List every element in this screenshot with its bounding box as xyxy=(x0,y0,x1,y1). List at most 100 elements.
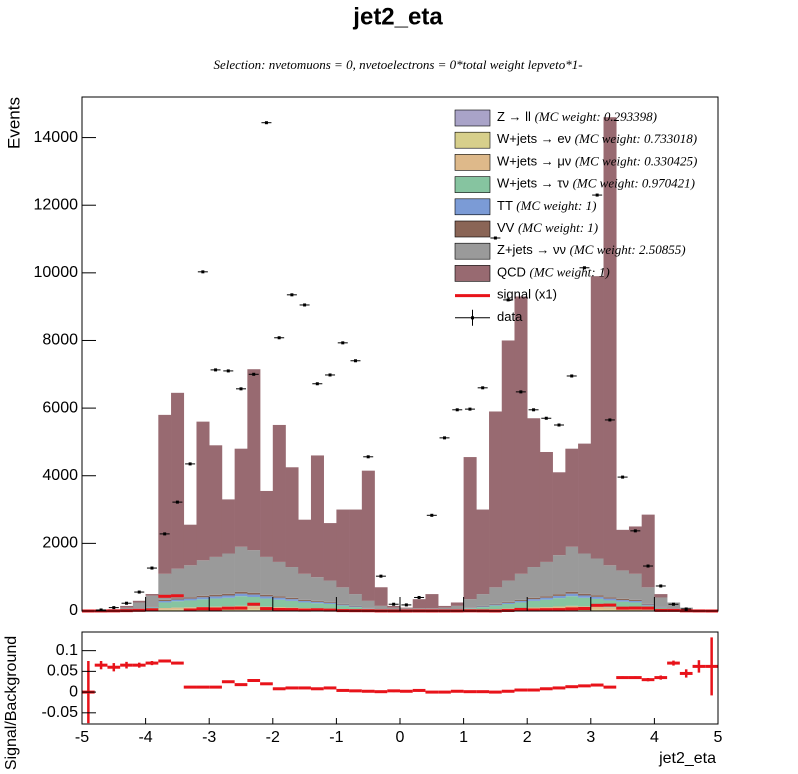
stack-bar xyxy=(489,603,503,605)
legend-note: (MC weight: 1) xyxy=(518,220,598,235)
stack-bar xyxy=(234,448,248,547)
data-point xyxy=(214,368,218,372)
stack-bar xyxy=(196,421,210,561)
stack-bar xyxy=(361,600,375,608)
y-tick-label: 10000 xyxy=(34,264,79,281)
stack-bar xyxy=(272,599,286,608)
stack-bar xyxy=(171,598,185,600)
stack-bar xyxy=(552,594,566,596)
stack-bar xyxy=(120,605,134,608)
stack-bar xyxy=(234,591,248,594)
stack-bar xyxy=(590,558,604,596)
data-point xyxy=(264,121,268,125)
stack-bar xyxy=(552,555,566,595)
stack-bar xyxy=(145,595,159,607)
legend-swatch xyxy=(454,265,491,282)
stack-bar xyxy=(336,605,350,610)
stack-bar xyxy=(387,607,401,610)
stack-bar xyxy=(616,601,630,608)
stack-bar xyxy=(552,598,566,607)
ratio-y-axis-label: Signal/Background xyxy=(3,636,20,770)
data-point xyxy=(417,595,421,599)
stack-bar xyxy=(260,594,274,597)
legend-label: W+jets → eν (MC weight: 0.733018) xyxy=(497,131,697,146)
stack-bar xyxy=(438,607,452,610)
stack-bar xyxy=(158,600,172,603)
data-point xyxy=(582,266,586,270)
stack-bar xyxy=(132,600,146,603)
stack-bar xyxy=(514,599,528,601)
legend-note: (MC weight: 2.50855) xyxy=(570,242,686,257)
stack-bar xyxy=(616,529,630,571)
x-tick-label: -1 xyxy=(329,729,343,746)
stack-bar xyxy=(552,472,566,556)
stack-bar xyxy=(527,418,541,568)
data-point xyxy=(404,603,408,607)
stack-bar xyxy=(578,597,592,607)
stack-bar xyxy=(196,560,210,596)
stack-bar xyxy=(209,598,223,607)
legend-swatch xyxy=(454,109,491,127)
stack-bar xyxy=(501,580,515,602)
legend-name: Z+jets → νν xyxy=(497,243,566,258)
chart-title: jet2_eta xyxy=(352,3,443,30)
legend-label: TT (MC weight: 1) xyxy=(497,198,596,213)
y-tick-label: -0.05 xyxy=(42,704,79,721)
data-point xyxy=(353,359,357,363)
stack-bar xyxy=(260,490,274,557)
stack-bar xyxy=(489,411,503,588)
data-point xyxy=(684,607,688,611)
data-point xyxy=(341,341,345,345)
x-tick-label: 1 xyxy=(459,729,468,746)
data-point xyxy=(239,387,243,391)
y-tick-label: 6000 xyxy=(42,399,78,416)
stack-bar xyxy=(654,607,668,608)
y-tick-label: 2000 xyxy=(42,535,78,552)
data-point xyxy=(570,374,574,378)
stack-bar xyxy=(603,117,617,566)
stack-bar xyxy=(234,546,248,592)
data-point xyxy=(506,298,510,302)
legend-label: W+jets → τν (MC weight: 0.970421) xyxy=(497,176,695,191)
stack-bar xyxy=(298,602,312,609)
data-point xyxy=(621,475,625,479)
stack-bar xyxy=(260,596,274,599)
y-tick-label: 4000 xyxy=(42,467,78,484)
stack-bar xyxy=(272,561,286,597)
stack-bar xyxy=(196,597,210,600)
stack-bar xyxy=(590,595,604,597)
legend-name: signal (x1) xyxy=(497,287,557,302)
stack-bar xyxy=(145,594,159,596)
stack-bar xyxy=(539,599,553,608)
stack-bar xyxy=(603,565,617,598)
stack-bar xyxy=(171,609,185,611)
legend-note: (MC weight: 0.293398) xyxy=(535,109,657,124)
stack-bar xyxy=(616,609,630,611)
y-axis-label: Events xyxy=(4,97,23,149)
legend-name: QCD xyxy=(497,265,526,280)
stack-bar xyxy=(489,605,503,610)
data-point xyxy=(125,601,129,605)
data-point xyxy=(544,416,548,420)
stack-bar xyxy=(450,602,464,606)
stack-bar xyxy=(196,595,210,598)
y-tick-label: 0 xyxy=(69,683,78,700)
stack-bar xyxy=(120,607,134,610)
stack-bar xyxy=(641,587,655,604)
stack-bar xyxy=(590,609,604,611)
data-point xyxy=(481,386,485,390)
stack-bar xyxy=(247,550,261,593)
stack-bar xyxy=(349,607,363,610)
stack-bar xyxy=(336,604,350,606)
stack-bar xyxy=(183,597,197,599)
stack-bar xyxy=(183,598,197,601)
stack-bar xyxy=(285,567,299,598)
stack-bar xyxy=(590,276,604,559)
data-point xyxy=(379,574,383,578)
legend-note: (MC weight: 0.970421) xyxy=(573,176,695,191)
stack-bar xyxy=(616,600,630,602)
stack-bar xyxy=(400,607,414,609)
stack-bar xyxy=(247,597,261,607)
legend-label: data xyxy=(497,309,523,324)
data-point xyxy=(366,455,370,459)
